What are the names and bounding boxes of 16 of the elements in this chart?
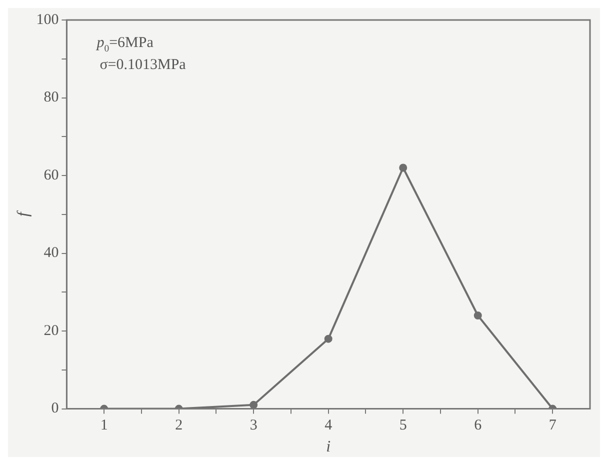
x-tick-label: 6 — [474, 418, 482, 434]
x-axis-title: i — [326, 438, 331, 456]
x-tick-label: 1 — [100, 418, 108, 434]
y-tick-label: 100 — [36, 12, 59, 28]
x-tick-label: 7 — [548, 418, 557, 434]
y-tick-label: 80 — [44, 90, 59, 106]
y-tick-label: 40 — [44, 245, 59, 262]
x-tick-label: 3 — [250, 418, 258, 434]
x-tick-label: 5 — [399, 418, 407, 434]
x-tick-label: 2 — [175, 418, 183, 434]
y-tick-label: 60 — [44, 167, 59, 184]
annotation: σ=0.1013MPa — [100, 57, 186, 73]
y-tick-label: 20 — [44, 322, 59, 339]
x-tick-label: 4 — [324, 418, 333, 434]
y-axis-title: f — [14, 210, 32, 217]
y-tick-label: 0 — [51, 400, 59, 417]
